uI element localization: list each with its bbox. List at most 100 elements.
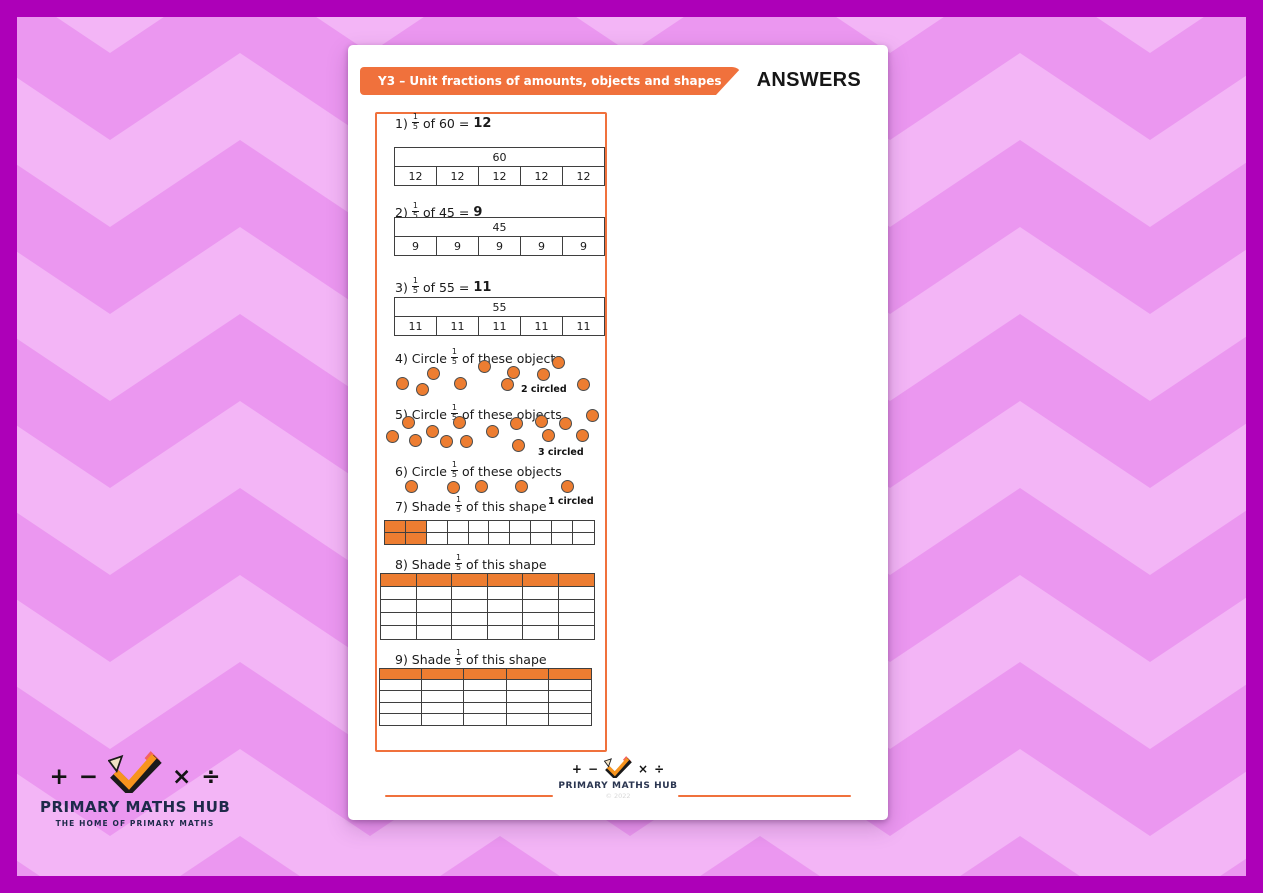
- grid-cell: [452, 587, 488, 600]
- brand-text: PRIMARY MATHS HUB: [558, 781, 678, 791]
- bar-model-part: 9: [479, 237, 521, 255]
- bar-model-total: 55: [395, 298, 604, 317]
- corner-logo: + − × ÷ PRIMARY MATHS HUB THE HOME OF PR…: [40, 751, 230, 828]
- shaded-cell: [380, 669, 423, 681]
- answer-note: 3 circled: [538, 447, 584, 458]
- answers-heading: ANSWERS: [756, 69, 861, 91]
- bar-model-part: 9: [521, 237, 563, 255]
- bar-model-part: 12: [395, 167, 437, 185]
- grid-cell: [549, 714, 591, 725]
- minus-symbol: −: [78, 764, 98, 790]
- bar-model-part: 9: [395, 237, 437, 255]
- shaded-cell: [548, 669, 591, 681]
- grid-cell: [464, 713, 507, 725]
- grid-cell: [510, 521, 532, 533]
- pencil-check-icon: [108, 751, 162, 793]
- shaded-cell: [385, 521, 406, 533]
- bar-model-q1: 60 12 12 12 12 12: [394, 147, 605, 186]
- grid-cell: [422, 680, 465, 692]
- times-symbol: ×: [172, 764, 192, 790]
- divide-symbol: ÷: [654, 762, 665, 776]
- question-text: 4) Circle: [395, 350, 447, 366]
- grid-cell: [507, 713, 549, 725]
- answer-note: 1 circled: [548, 496, 594, 507]
- shade-grid-q8: [380, 573, 595, 640]
- page-footer: + − × ÷ PRIMARY MATHS HUB © 2022: [348, 756, 888, 800]
- grid-cell: [559, 626, 595, 639]
- logo-symbols: + − × ÷: [40, 751, 230, 798]
- grid-cell: [380, 691, 423, 703]
- grid-cell: [381, 587, 417, 600]
- dots-field-q6: 1 circled: [403, 478, 603, 508]
- counter-dot: [453, 416, 466, 429]
- counter-dot: [537, 368, 550, 381]
- question-number: 2): [395, 204, 408, 220]
- dots-field-q5: 3 circled: [386, 409, 604, 458]
- grid-cell: [487, 587, 523, 600]
- footer-divider-right: [678, 795, 851, 797]
- grid-cell: [464, 680, 507, 692]
- grid-cell: [558, 587, 594, 600]
- counter-dot: [427, 367, 440, 380]
- shaded-cell: [416, 574, 452, 587]
- counter-dot: [402, 416, 415, 429]
- grid-cell: [552, 532, 574, 544]
- grid-cell: [416, 587, 452, 600]
- counter-dot: [576, 429, 589, 442]
- plus-symbol: +: [571, 762, 582, 776]
- counter-dot: [501, 378, 514, 391]
- grid-cell: [380, 702, 423, 714]
- question-text: of 45 =: [422, 204, 470, 220]
- question-text: of 55 =: [422, 279, 470, 295]
- brand-tagline: THE HOME OF PRIMARY MATHS: [55, 819, 215, 828]
- grid-cell: [488, 626, 523, 639]
- title-banner: Y3 – Unit fractions of amounts, objects …: [360, 67, 742, 95]
- dots-field-q4: 2 circled: [393, 356, 603, 401]
- grid-cell: [464, 702, 507, 714]
- grid-cell: [489, 532, 511, 544]
- grid-cell: [422, 713, 465, 725]
- shade-grid-q9: [379, 668, 592, 726]
- grid-cell: [573, 533, 594, 545]
- grid-cell: [422, 691, 465, 703]
- grid-cell: [452, 626, 488, 639]
- grid-cell: [548, 691, 591, 703]
- grid-cell: [427, 532, 448, 544]
- bar-model-parts: 11 11 11 11 11: [395, 317, 604, 335]
- grid-cell: [506, 680, 549, 692]
- shaded-cell: [558, 574, 594, 587]
- bar-model-part: 12: [479, 167, 521, 185]
- counter-dot: [409, 434, 422, 447]
- shaded-cell: [381, 574, 417, 587]
- counter-dot: [552, 356, 565, 369]
- counter-dot: [542, 429, 555, 442]
- question-number: 3): [395, 279, 408, 295]
- bar-model-part: 11: [576, 319, 591, 333]
- grid-cell: [531, 521, 553, 533]
- shaded-cell: [464, 669, 507, 681]
- question-text: 8) Shade: [395, 556, 451, 572]
- counter-dot: [460, 435, 473, 448]
- grid-cell: [506, 691, 549, 703]
- grid-cell: [489, 521, 511, 533]
- counter-dot: [507, 366, 520, 379]
- plus-symbol: +: [49, 764, 69, 790]
- counter-dot: [447, 481, 460, 494]
- shaded-cell: [422, 669, 465, 681]
- grid-cell: [552, 521, 574, 533]
- counter-dot: [586, 409, 599, 422]
- grid-cell: [523, 600, 559, 613]
- times-symbol: ×: [638, 762, 649, 776]
- grid-cell: [548, 680, 591, 692]
- bar-model-parts: 12 12 12 12 12: [395, 167, 604, 185]
- grid-cell: [464, 691, 507, 703]
- shaded-cell: [452, 574, 488, 587]
- counter-dot: [454, 377, 467, 390]
